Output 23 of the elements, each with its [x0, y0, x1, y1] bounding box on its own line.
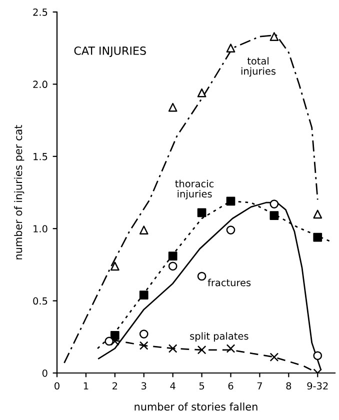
x-tick-label: 3: [142, 382, 146, 390]
y-tick-label: 2.0: [33, 80, 48, 88]
y-tick-label: 1.5: [34, 153, 48, 160]
x-tick-label: 1: [84, 382, 88, 390]
x-tick-label: 6: [228, 382, 234, 390]
series-label: split palates: [190, 332, 248, 342]
y-tick-label: 0: [42, 369, 48, 377]
series-label: fractures: [208, 278, 251, 286]
x-tick-label: 9-32: [307, 382, 328, 390]
x-tick-label: 4: [170, 382, 176, 390]
series-label: total injuries: [241, 57, 276, 77]
x-tick-label: 8: [286, 382, 292, 390]
y-axis-title: number of injuries per cat: [14, 125, 24, 260]
x-tick-label: 2: [112, 382, 118, 390]
y-tick-label: 0.5: [33, 297, 48, 305]
x-tick-label: 5: [199, 382, 204, 390]
text: CAT INJURIES: [74, 46, 146, 57]
x-axis-title: number of stories fallen: [134, 402, 258, 411]
y-tick-label: 1.0: [34, 225, 48, 232]
y-tick-label: 2.5: [33, 8, 48, 16]
x-tick-label: 0: [54, 382, 60, 390]
x-tick-label: 7: [257, 382, 262, 390]
series-label: thoracic injuries: [175, 180, 214, 200]
